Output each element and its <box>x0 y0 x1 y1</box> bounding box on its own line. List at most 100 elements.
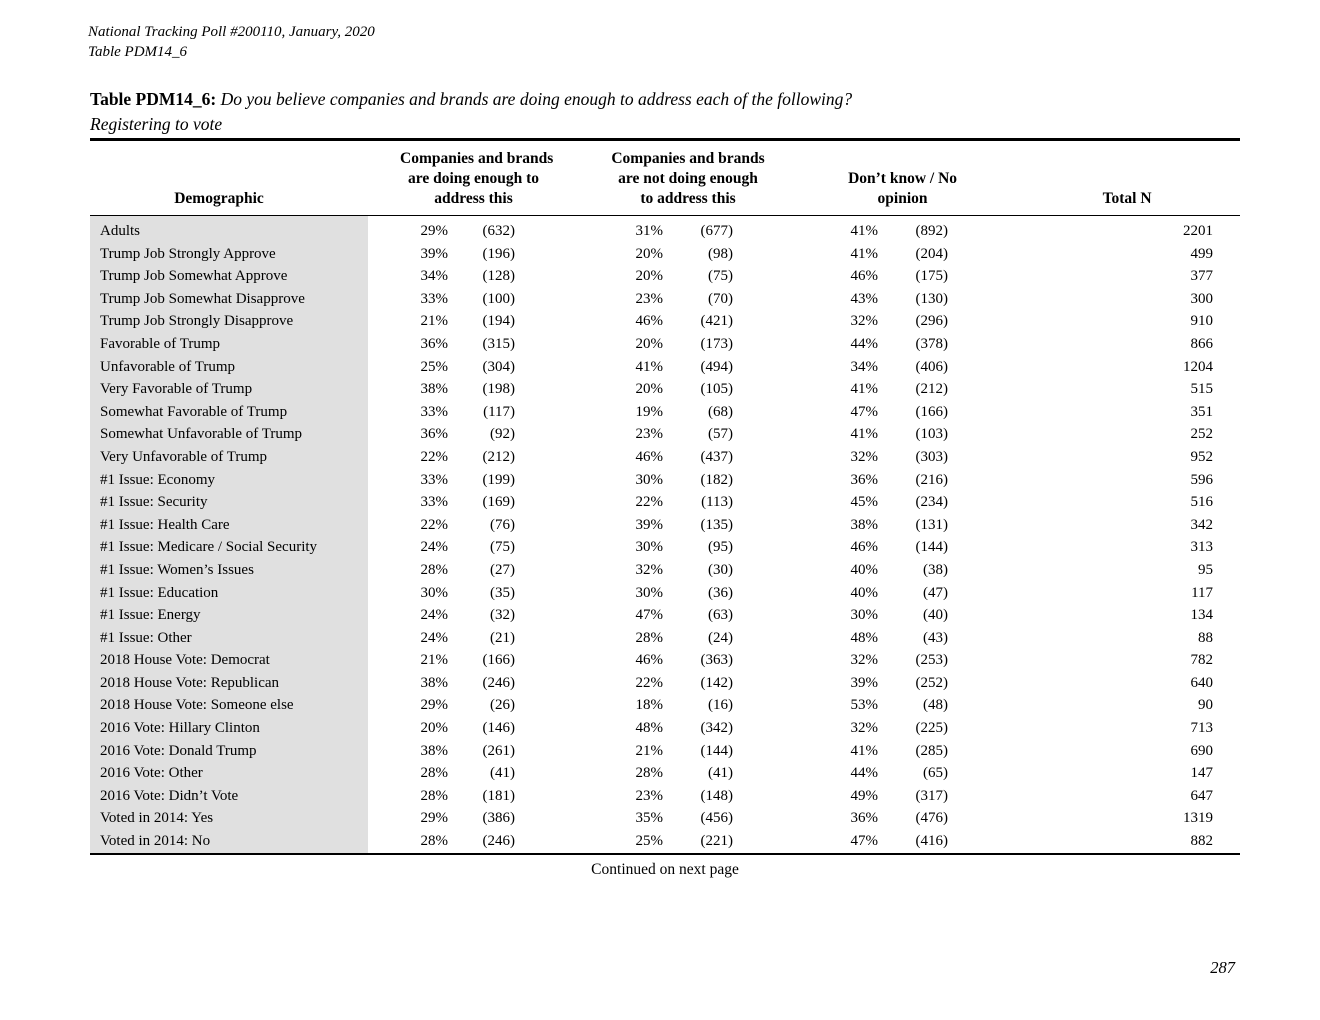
cell-pct2: 19% <box>635 403 664 420</box>
cell-demographic: Somewhat Favorable of Trump <box>90 400 368 424</box>
cell-n1: (146) <box>482 720 516 737</box>
cell-n1: (26) <box>490 697 516 714</box>
table-header: Demographic Companies and brands are doi… <box>90 139 1241 216</box>
poll-id-line: National Tracking Poll #200110, January,… <box>88 24 375 40</box>
cell-total: 713 <box>1190 720 1214 737</box>
cell-n1: (21) <box>490 629 516 646</box>
cell-pct3: 44% <box>850 335 879 352</box>
cell-demographic: 2018 House Vote: Someone else <box>90 694 368 718</box>
cell-n3: (234) <box>915 494 949 511</box>
cell-n2: (144) <box>700 742 734 759</box>
cell-pct2: 20% <box>635 335 664 352</box>
cell-pct3: 41% <box>850 742 879 759</box>
cell-demographic: #1 Issue: Economy <box>90 468 368 492</box>
table-row: Very Favorable of Trump 38% (198) 20% (105) 4… <box>90 378 1240 401</box>
cell-pct1: 38% <box>420 674 449 691</box>
cell-total: 90 <box>1198 697 1214 714</box>
cell-pct2: 41% <box>635 358 664 375</box>
cell-pct1: 21% <box>420 313 449 330</box>
table-row: Very Unfavorable of Trump 22% (212) 46% (437… <box>90 445 1240 469</box>
cell-total: 88 <box>1198 629 1214 646</box>
cell-pct1: 22% <box>420 516 449 533</box>
cell-n3: (252) <box>915 674 949 691</box>
cell-n1: (35) <box>490 584 516 601</box>
cell-n1: (212) <box>482 448 516 465</box>
cell-pct2: 30% <box>635 584 664 601</box>
cell-demographic: Voted in 2014: Yes <box>90 807 368 831</box>
cell-pct1: 28% <box>420 833 449 850</box>
cell-demographic: #1 Issue: Medicare / Social Security <box>90 536 368 559</box>
cell-pct3: 34% <box>850 358 879 375</box>
cell-n2: (95) <box>708 539 734 556</box>
cell-pct1: 36% <box>420 335 449 352</box>
cell-pct2: 46% <box>635 652 664 669</box>
cell-n2: (113) <box>701 494 734 511</box>
cell-demographic: #1 Issue: Other <box>90 626 368 650</box>
table-row: #1 Issue: Education 30% (35) 30% (36) 40% (47)… <box>90 581 1240 605</box>
cell-total: 300 <box>1190 290 1214 307</box>
poll-table: Demographic Companies and brands are doi… <box>90 138 1241 855</box>
cell-demographic: #1 Issue: Women’s Issues <box>90 558 368 582</box>
cell-n2: (57) <box>708 426 734 443</box>
cell-n1: (304) <box>482 358 516 375</box>
cell-pct2: 32% <box>635 561 664 578</box>
cell-total: 377 <box>1190 268 1214 285</box>
cell-pct1: 33% <box>420 471 449 488</box>
cell-demographic: #1 Issue: Energy <box>90 604 368 627</box>
table-row: 2016 Vote: Didn’t Vote 28% (181) 23% (148) 49… <box>90 784 1240 808</box>
cell-total: 882 <box>1190 833 1214 850</box>
cell-n3: (416) <box>915 833 949 850</box>
cell-n1: (181) <box>482 787 516 804</box>
cell-n2: (105) <box>700 381 734 398</box>
cell-pct1: 29% <box>420 697 449 714</box>
table-row: #1 Issue: Other 24% (21) 28% (24) 48% (43) 88 <box>90 626 1240 650</box>
page-number: 287 <box>1210 958 1235 977</box>
cell-total: 596 <box>1190 471 1214 488</box>
column-header-not-doing-enough: Companies and brands are not doing enoug… <box>515 139 765 216</box>
cell-pct2: 46% <box>635 313 664 330</box>
table-row: Trump Job Strongly Disapprove 21% (194) 46%… <box>90 310 1240 333</box>
cell-n3: (296) <box>915 313 949 330</box>
table-row: 2018 House Vote: Someone else 29% (26) 18% (… <box>90 694 1240 718</box>
table-row: 2016 Vote: Hillary Clinton 20% (146) 48% (34… <box>90 717 1240 740</box>
cell-n1: (128) <box>482 268 516 285</box>
cell-pct2: 23% <box>635 787 664 804</box>
cell-n3: (303) <box>915 448 949 465</box>
table-row: #1 Issue: Economy 33% (199) 30% (182) 36% (216… <box>90 468 1240 492</box>
table-row: Somewhat Unfavorable of Trump 36% (92) 23% (… <box>90 423 1240 446</box>
cell-n2: (24) <box>708 629 734 646</box>
column-header-dont-know: Don’t know / No opinion <box>733 139 957 216</box>
cell-n1: (41) <box>490 765 516 782</box>
cell-pct2: 39% <box>635 516 664 533</box>
cell-n1: (246) <box>482 674 516 691</box>
cell-pct2: 31% <box>635 223 664 239</box>
cell-n2: (41) <box>708 765 734 782</box>
cell-pct2: 30% <box>635 539 664 556</box>
table-row: #1 Issue: Energy 24% (32) 47% (63) 30% (40) 134 <box>90 604 1240 627</box>
cell-demographic: 2016 Vote: Hillary Clinton <box>90 717 368 740</box>
cell-pct2: 20% <box>635 268 664 285</box>
cell-pct3: 32% <box>850 720 879 737</box>
cell-total: 134 <box>1190 607 1214 624</box>
cell-n3: (38) <box>923 561 949 578</box>
cell-n1: (166) <box>482 652 516 669</box>
cell-n3: (892) <box>915 223 949 239</box>
cell-demographic: #1 Issue: Health Care <box>90 513 368 537</box>
cell-n3: (131) <box>915 516 949 533</box>
cell-n3: (47) <box>923 584 949 601</box>
cell-pct1: 33% <box>420 494 449 511</box>
cell-n3: (285) <box>915 742 949 759</box>
table-id-line: Table PDM14_6 <box>88 44 188 60</box>
cell-pct1: 33% <box>420 290 449 307</box>
cell-demographic: Trump Job Somewhat Disapprove <box>90 287 368 311</box>
cell-demographic: 2016 Vote: Didn’t Vote <box>90 784 368 808</box>
cell-pct3: 36% <box>850 471 879 488</box>
table-row: 2018 House Vote: Democrat 21% (166) 46% (363… <box>90 649 1240 672</box>
cell-n3: (166) <box>915 403 949 420</box>
cell-pct3: 46% <box>850 539 879 556</box>
cell-n3: (378) <box>915 335 949 352</box>
cell-pct3: 32% <box>850 448 879 465</box>
cell-pct1: 24% <box>420 607 449 624</box>
cell-pct2: 35% <box>635 810 664 827</box>
cell-n3: (225) <box>915 720 949 737</box>
